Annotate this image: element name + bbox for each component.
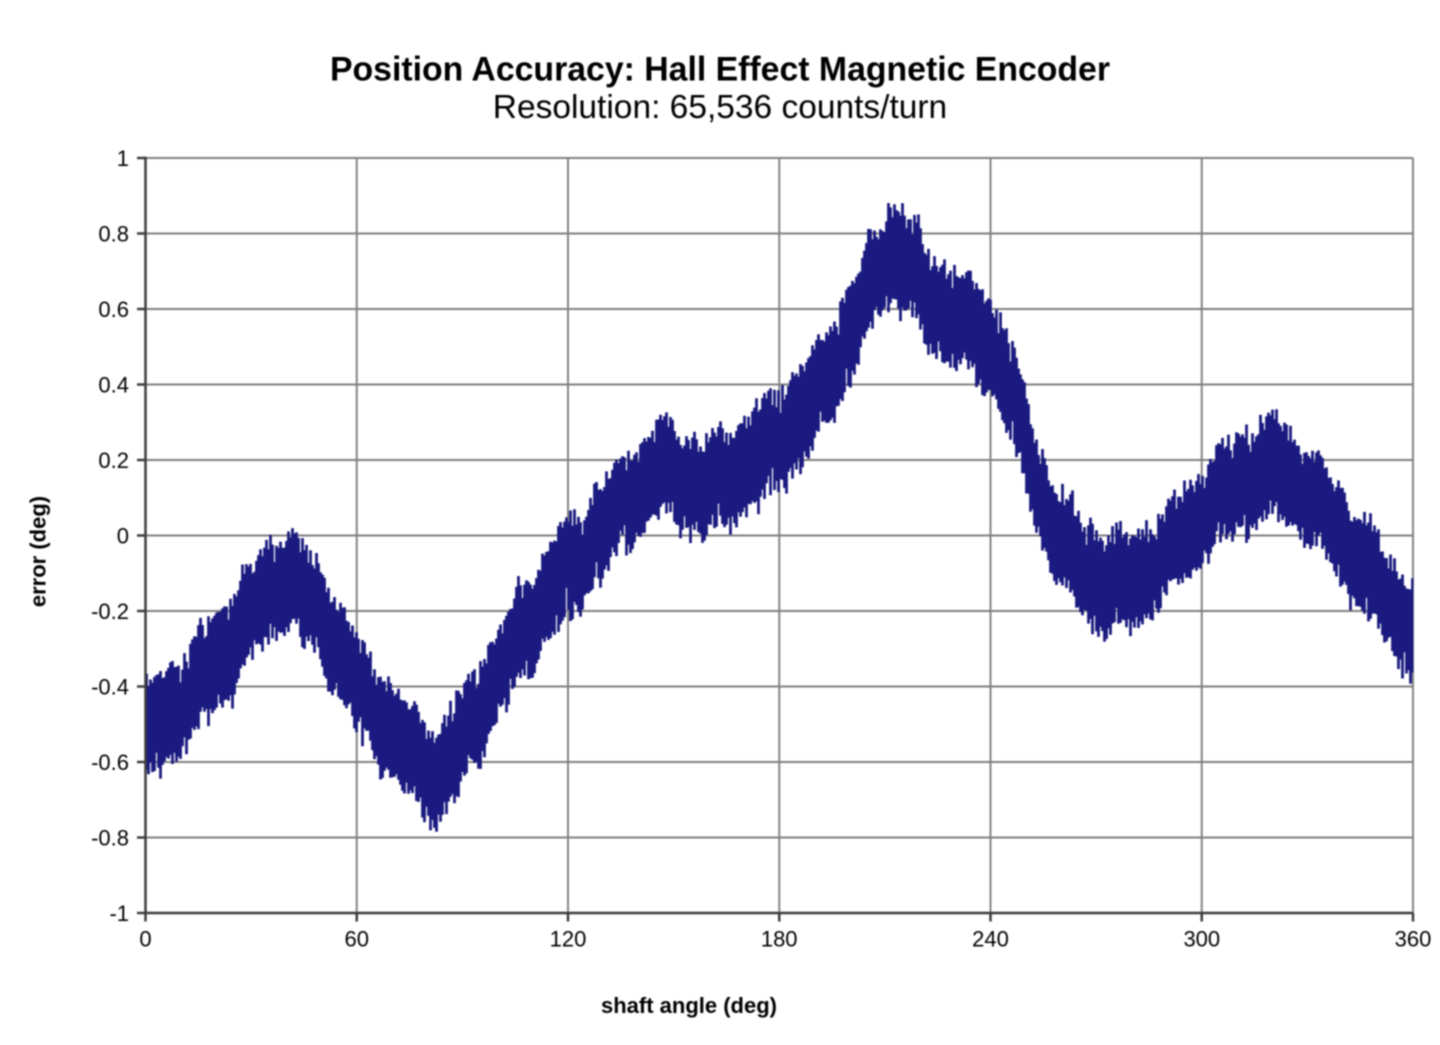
svg-text:1: 1	[117, 146, 129, 171]
svg-text:Resolution: 65,536 counts/turn: Resolution: 65,536 counts/turn	[493, 89, 947, 126]
svg-text:shaft angle (deg): shaft angle (deg)	[601, 993, 777, 1018]
svg-text:360: 360	[1395, 927, 1432, 952]
svg-text:240: 240	[972, 927, 1009, 952]
svg-text:error (deg): error (deg)	[26, 496, 51, 607]
svg-text:Position Accuracy: Hall Effect: Position Accuracy: Hall Effect Magnetic …	[330, 51, 1110, 89]
svg-text:0.4: 0.4	[98, 372, 129, 397]
svg-text:0.6: 0.6	[98, 297, 129, 322]
svg-text:120: 120	[550, 927, 587, 952]
svg-text:300: 300	[1183, 927, 1220, 952]
svg-text:-1: -1	[109, 901, 129, 926]
svg-text:60: 60	[345, 927, 369, 952]
svg-text:0.8: 0.8	[98, 221, 129, 246]
svg-text:0: 0	[117, 523, 129, 548]
svg-text:0: 0	[139, 927, 151, 952]
svg-text:-0.4: -0.4	[91, 674, 129, 699]
svg-text:-0.8: -0.8	[91, 825, 129, 850]
svg-text:0.2: 0.2	[98, 448, 129, 473]
svg-text:-0.6: -0.6	[91, 750, 129, 775]
svg-text:180: 180	[761, 927, 798, 952]
svg-text:-0.2: -0.2	[91, 599, 129, 624]
